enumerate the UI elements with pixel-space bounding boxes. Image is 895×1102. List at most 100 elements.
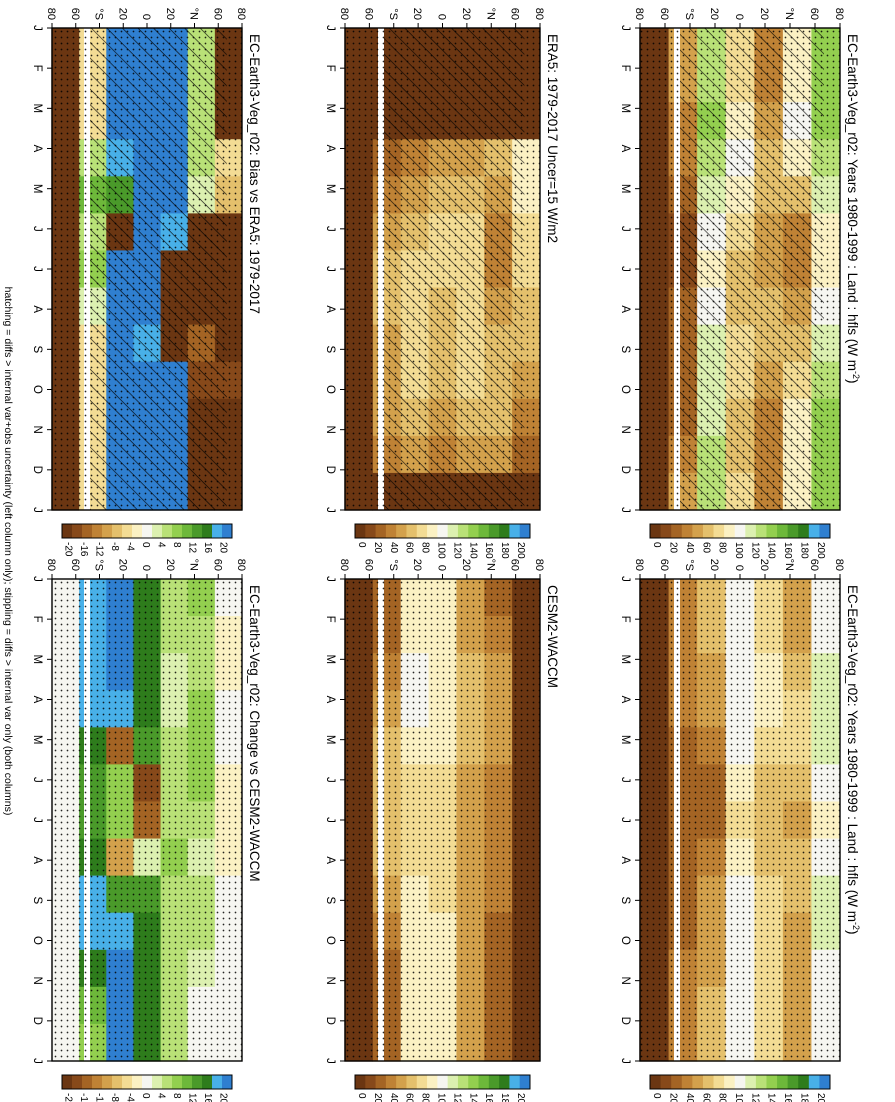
colorbar-swatch bbox=[191, 524, 202, 538]
colorbar-frame bbox=[354, 1074, 531, 1090]
y-tick-label: 80 bbox=[338, 559, 350, 571]
x-tick-label: J bbox=[324, 777, 336, 783]
colorbar-swatch bbox=[765, 1075, 778, 1089]
x-tick-label: J bbox=[31, 576, 43, 582]
colorbar-tick-label: 0 bbox=[651, 1093, 662, 1099]
y-tick-label: °N bbox=[783, 559, 795, 571]
x-tick-label: A bbox=[619, 145, 631, 153]
colorbar-swatch bbox=[131, 1075, 142, 1089]
colorbar-tick-label: 80 bbox=[717, 1093, 728, 1102]
x-tick-label: J bbox=[619, 226, 631, 232]
x-tick-label: J bbox=[324, 507, 336, 513]
colorbar-swatch bbox=[81, 1075, 92, 1089]
panel-title: CESM2-WACCM bbox=[545, 585, 560, 688]
colorbar-swatch bbox=[498, 1075, 510, 1089]
colorbar-tick-label: 120 bbox=[749, 1093, 760, 1102]
colorbar-tick-label: 0 bbox=[356, 542, 367, 548]
y-tick-label: 60 bbox=[658, 559, 670, 571]
colorbar-swatch bbox=[141, 1075, 152, 1089]
y-tick-label: 0 bbox=[733, 14, 745, 20]
colorbar-swatch bbox=[734, 1075, 746, 1089]
colorbar-tick-label: -20 bbox=[63, 1093, 74, 1102]
colorbar-frame bbox=[61, 1074, 233, 1090]
x-tick-label: J bbox=[324, 817, 336, 823]
colorbar-swatch bbox=[713, 524, 725, 538]
colorbar-tick-label: 20 bbox=[372, 1093, 383, 1102]
colorbar-tick-label: 60 bbox=[700, 542, 711, 554]
y-tick-label: °S bbox=[683, 8, 695, 20]
chart-panel-p3: ERA5: 1979-2017 Uncer=15 W/m2 J F M A M J J A S O N… bbox=[324, 8, 560, 559]
colorbar-tick-label: 120 bbox=[451, 1093, 462, 1102]
chart-panel-p5: EC-Earth3-Veg_r02: Bias vs ERA5: 1979-20… bbox=[31, 8, 262, 557]
colorbar-frame bbox=[354, 523, 531, 539]
colorbar-swatch bbox=[71, 1075, 82, 1089]
x-tick-label: F bbox=[619, 65, 631, 72]
y-tick-label: 80 bbox=[45, 559, 57, 571]
y-tick-label: °N bbox=[484, 559, 496, 571]
colorbar-swatch bbox=[81, 524, 92, 538]
x-tick-label: A bbox=[31, 305, 43, 313]
colorbar-tick-label: 60 bbox=[404, 1093, 415, 1102]
x-tick-label: O bbox=[324, 385, 336, 394]
colorbar-tick-label: 100 bbox=[733, 542, 744, 559]
panel-title: EC-Earth3-Veg_r02: Years 1980-1999 : Lan… bbox=[845, 585, 861, 934]
colorbar-swatch bbox=[488, 1075, 500, 1089]
y-tick-label: 0 bbox=[140, 14, 152, 20]
colorbar-swatch bbox=[787, 1075, 799, 1089]
colorbar-tick-label: 12 bbox=[186, 542, 197, 554]
y-tick-label: 80 bbox=[45, 8, 57, 20]
y-tick-label: 20 bbox=[411, 559, 423, 571]
x-tick-label: M bbox=[619, 104, 631, 114]
colorbar-tick-label: 4 bbox=[155, 1093, 166, 1099]
x-tick-label: N bbox=[324, 426, 336, 434]
x-tick-label: A bbox=[324, 856, 336, 864]
colorbar-swatch bbox=[755, 524, 767, 538]
colorbar-swatch bbox=[488, 524, 500, 538]
colorbar-tick-label: -20 bbox=[63, 542, 74, 557]
colorbar-swatch bbox=[478, 1075, 489, 1089]
colorbar-tick-label: 16 bbox=[202, 542, 213, 554]
colorbar-tick-label: 180 bbox=[798, 1093, 809, 1102]
y-tick-label: 80 bbox=[533, 559, 545, 571]
colorbar-swatch bbox=[467, 1075, 479, 1089]
y-tick-label: 80 bbox=[833, 559, 845, 571]
colorbar-swatch bbox=[670, 524, 682, 538]
colorbar-swatch bbox=[478, 524, 489, 538]
x-tick-label: J bbox=[324, 25, 336, 31]
x-tick-label: J bbox=[31, 25, 43, 31]
colorbar-tick-label: 160 bbox=[483, 1093, 494, 1102]
colorbar-swatch bbox=[649, 1075, 661, 1089]
x-tick-label: O bbox=[324, 936, 336, 945]
y-tick-label: °S bbox=[683, 559, 695, 571]
colorbar-swatch bbox=[61, 1075, 72, 1089]
colorbar-swatch bbox=[808, 524, 820, 538]
y-tick-label: 20 bbox=[164, 559, 176, 571]
x-tick-label: M bbox=[31, 655, 43, 665]
x-tick-label: A bbox=[31, 856, 43, 864]
chart-panel-p6: EC-Earth3-Veg_r02: Change vs CESM2-WACCM… bbox=[31, 559, 262, 1102]
colorbar-swatch bbox=[395, 1075, 407, 1089]
y-tick-label: 0 bbox=[436, 565, 448, 571]
x-tick-label: N bbox=[31, 977, 43, 985]
y-tick-label: 20 bbox=[708, 559, 720, 571]
colorbar-swatch bbox=[457, 1075, 469, 1089]
colorbar-swatch bbox=[702, 524, 714, 538]
x-tick-label: J bbox=[31, 507, 43, 513]
y-tick-label: 60 bbox=[69, 8, 81, 20]
stippling-overlay bbox=[345, 579, 540, 1061]
stippling-overlay bbox=[640, 579, 840, 1061]
x-tick-label: J bbox=[619, 576, 631, 582]
x-tick-label: A bbox=[324, 145, 336, 153]
x-tick-label: M bbox=[619, 655, 631, 665]
colorbar-tick-label: 40 bbox=[388, 1093, 399, 1102]
colorbar-swatch bbox=[211, 524, 222, 538]
x-tick-label: O bbox=[31, 385, 43, 394]
colorbar-swatch bbox=[121, 1075, 132, 1089]
colorbar-tick-label: 0 bbox=[651, 542, 662, 548]
y-tick-label: 60 bbox=[509, 559, 521, 571]
y-tick-label: 80 bbox=[833, 8, 845, 20]
colorbar: 20 16 12 840 -4 -8 -12 -16 -20 bbox=[61, 523, 233, 557]
x-tick-label: N bbox=[619, 426, 631, 434]
